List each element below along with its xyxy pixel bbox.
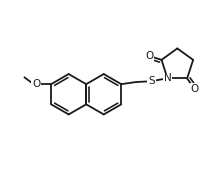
- Text: N: N: [164, 73, 172, 83]
- Text: N: N: [164, 73, 172, 83]
- Text: S: S: [148, 76, 155, 86]
- Text: S: S: [148, 76, 155, 86]
- Text: O: O: [32, 79, 40, 89]
- Text: O: O: [32, 79, 40, 89]
- Text: O: O: [145, 51, 153, 61]
- Text: O: O: [191, 84, 199, 94]
